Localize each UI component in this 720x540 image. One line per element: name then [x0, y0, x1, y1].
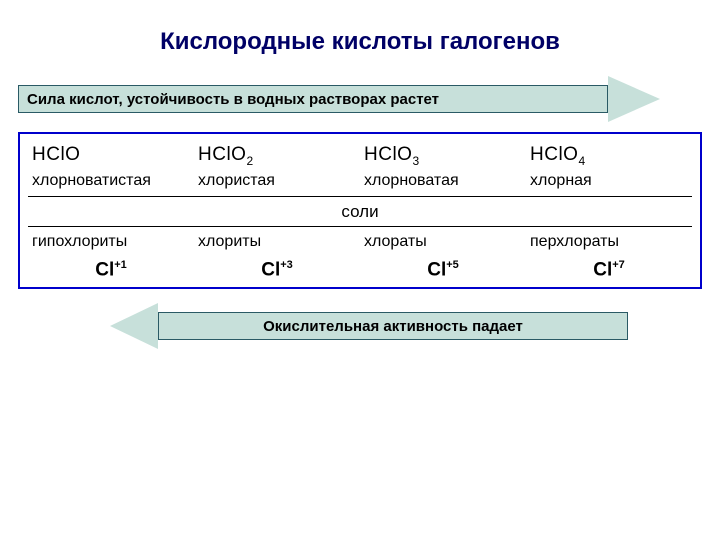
- page-title: Кислородные кислоты галогенов: [0, 0, 720, 74]
- salts-label: соли: [28, 200, 692, 224]
- formula-hclo: HClO: [32, 144, 190, 170]
- ox-1: Cl+1: [32, 251, 190, 281]
- salt-name-row: гипохлориты хлориты хлораты перхлораты: [28, 233, 692, 251]
- ox-3: Cl+5: [364, 251, 522, 281]
- formula-row: HClO HClO2 HClO3 HClO4: [28, 144, 692, 170]
- arrow-top-label: Сила кислот, устойчивость в водных раств…: [27, 91, 439, 108]
- arrow-bottom-label: Окислительная активность падает: [263, 318, 523, 335]
- salt-3: хлораты: [364, 233, 522, 251]
- divider-1: [28, 196, 692, 197]
- divider-2: [28, 226, 692, 227]
- salt-4: перхлораты: [530, 233, 688, 251]
- ox-2: Cl+3: [198, 251, 356, 281]
- acid-name-3: хлорноватая: [364, 170, 522, 190]
- oxidation-state-row: Cl+1 Cl+3 Cl+5 Cl+7: [28, 251, 692, 281]
- arrow-bottom-body: Окислительная активность падает: [158, 312, 628, 340]
- acid-name-row: хлорноватистая хлористая хлорноватая хло…: [28, 170, 692, 190]
- formula-hclo2: HClO2: [198, 144, 356, 170]
- ox-4: Cl+7: [530, 251, 688, 281]
- arrow-strength-increases: Сила кислот, устойчивость в водных раств…: [18, 80, 680, 118]
- salt-1: гипохлориты: [32, 233, 190, 251]
- acid-name-2: хлористая: [198, 170, 356, 190]
- formula-hclo4: HClO4: [530, 144, 688, 170]
- arrow-oxidizing-decreases: Окислительная активность падает: [110, 307, 680, 347]
- arrow-top-head: [608, 76, 660, 122]
- acids-table: HClO HClO2 HClO3 HClO4 хлорноватистая хл…: [18, 132, 702, 289]
- acid-name-4: хлорная: [530, 170, 688, 190]
- salt-2: хлориты: [198, 233, 356, 251]
- acid-name-1: хлорноватистая: [32, 170, 190, 190]
- formula-hclo3: HClO3: [364, 144, 522, 170]
- arrow-top-body: Сила кислот, устойчивость в водных раств…: [18, 85, 608, 113]
- arrow-bottom-head: [110, 303, 158, 349]
